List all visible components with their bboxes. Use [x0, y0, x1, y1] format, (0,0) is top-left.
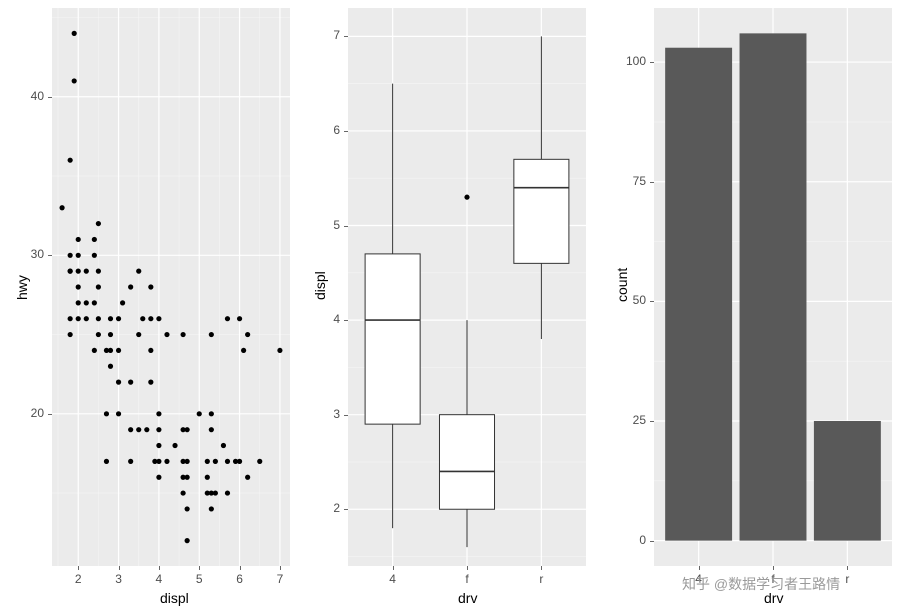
xtick-mark [119, 566, 120, 570]
xtick-mark [78, 566, 79, 570]
xtick-mark [393, 566, 394, 570]
xtick-label: f [452, 572, 482, 586]
ytick-label: 25 [0, 413, 646, 427]
ytick-mark [650, 301, 654, 302]
scatter-xlabel: displ [160, 590, 189, 606]
boxplot-plot [348, 8, 586, 566]
ytick-mark [344, 131, 348, 132]
xtick-label: 4 [144, 572, 174, 586]
xtick-mark [467, 566, 468, 570]
xtick-label: 5 [184, 572, 214, 586]
xtick-mark [773, 566, 774, 570]
ytick-mark [48, 97, 52, 98]
ytick-label: 50 [0, 293, 646, 307]
xtick-mark [159, 566, 160, 570]
xtick-label: 7 [265, 572, 295, 586]
ytick-label: 5 [0, 218, 340, 232]
xtick-label: 3 [104, 572, 134, 586]
xtick-label: r [526, 572, 556, 586]
xtick-label: 4 [378, 572, 408, 586]
figure: hwy displ 234567 203040 displ drv 4fr 23… [0, 0, 900, 614]
watermark-text: 知乎 @数据学习者王路情 [682, 574, 840, 594]
ytick-label: 75 [0, 174, 646, 188]
ytick-label: 7 [0, 28, 340, 42]
xtick-mark [847, 566, 848, 570]
ytick-label: 0 [0, 533, 646, 547]
xtick-label: 6 [225, 572, 255, 586]
ytick-mark [344, 226, 348, 227]
bar-plot [654, 8, 892, 566]
scatter-plot [52, 8, 290, 566]
xtick-mark [240, 566, 241, 570]
ytick-label: 2 [0, 501, 340, 515]
ytick-mark [344, 36, 348, 37]
xtick-label: 2 [63, 572, 93, 586]
ytick-mark [650, 62, 654, 63]
boxplot-panel [348, 8, 586, 566]
ytick-label: 30 [0, 247, 44, 261]
xtick-mark [699, 566, 700, 570]
xtick-mark [541, 566, 542, 570]
scatter-panel [52, 8, 290, 566]
ytick-mark [344, 509, 348, 510]
ytick-label: 40 [0, 89, 44, 103]
xtick-mark [280, 566, 281, 570]
xtick-mark [199, 566, 200, 570]
ytick-mark [344, 320, 348, 321]
ytick-mark [48, 255, 52, 256]
ytick-label: 6 [0, 123, 340, 137]
ytick-mark [650, 541, 654, 542]
ytick-mark [650, 421, 654, 422]
ytick-label: 100 [0, 54, 646, 68]
ytick-mark [650, 182, 654, 183]
ytick-label: 4 [0, 312, 340, 326]
boxplot-xlabel: drv [458, 590, 477, 606]
bar-panel [654, 8, 892, 566]
